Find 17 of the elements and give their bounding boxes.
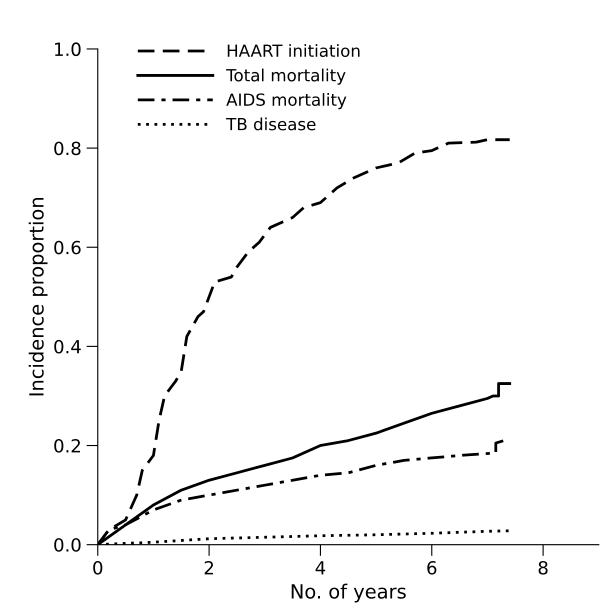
y-tick-label: 0.2	[54, 438, 80, 453]
legend-label: Total mortality	[226, 68, 346, 85]
y-tick-label: 1.0	[55, 42, 81, 56]
x-tick-label: 4	[316, 561, 326, 574]
y-tick-label: 0.6	[54, 240, 81, 254]
y-tick-label: 0.8	[54, 142, 81, 156]
y-tick-label: 0.0	[54, 538, 81, 552]
x-axis-title: No. of years	[292, 584, 406, 602]
y-axis-title: Incidence proportion	[28, 198, 48, 396]
x-tick-label: 2	[204, 560, 214, 574]
legend-label: HAART initiation	[228, 44, 360, 58]
legend-label: TB disease	[226, 118, 316, 130]
x-tick-label: 8	[538, 560, 548, 575]
legend-label: AIDS mortality	[226, 93, 346, 110]
x-tick-label: 6	[427, 560, 436, 575]
y-tick-label: 0.4	[54, 340, 81, 354]
x-tick-label: 0	[93, 560, 102, 575]
